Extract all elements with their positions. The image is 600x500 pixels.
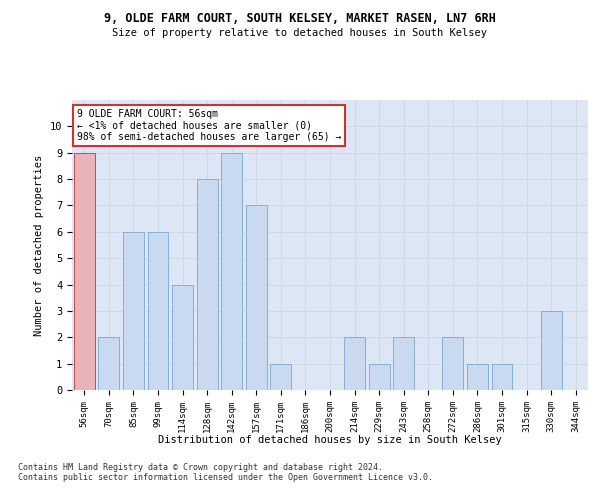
Bar [221,152,242,390]
Text: 9, OLDE FARM COURT, SOUTH KELSEY, MARKET RASEN, LN7 6RH: 9, OLDE FARM COURT, SOUTH KELSEY, MARKET… [104,12,496,26]
Bar [368,364,389,390]
Bar [197,179,218,390]
Text: Size of property relative to detached houses in South Kelsey: Size of property relative to detached ho… [113,28,487,38]
Bar [393,338,414,390]
Bar [148,232,169,390]
Bar [246,206,267,390]
Y-axis label: Number of detached properties: Number of detached properties [34,154,44,336]
Bar [467,364,488,390]
Text: Contains public sector information licensed under the Open Government Licence v3: Contains public sector information licen… [18,474,433,482]
Bar [541,311,562,390]
Bar [344,338,365,390]
Bar [491,364,512,390]
Bar [74,152,95,390]
Bar [172,284,193,390]
Text: Contains HM Land Registry data © Crown copyright and database right 2024.: Contains HM Land Registry data © Crown c… [18,464,383,472]
Bar [271,364,292,390]
Bar [442,338,463,390]
Text: Distribution of detached houses by size in South Kelsey: Distribution of detached houses by size … [158,435,502,445]
Bar [123,232,144,390]
Text: 9 OLDE FARM COURT: 56sqm
← <1% of detached houses are smaller (0)
98% of semi-de: 9 OLDE FARM COURT: 56sqm ← <1% of detach… [77,108,341,142]
Bar [98,338,119,390]
